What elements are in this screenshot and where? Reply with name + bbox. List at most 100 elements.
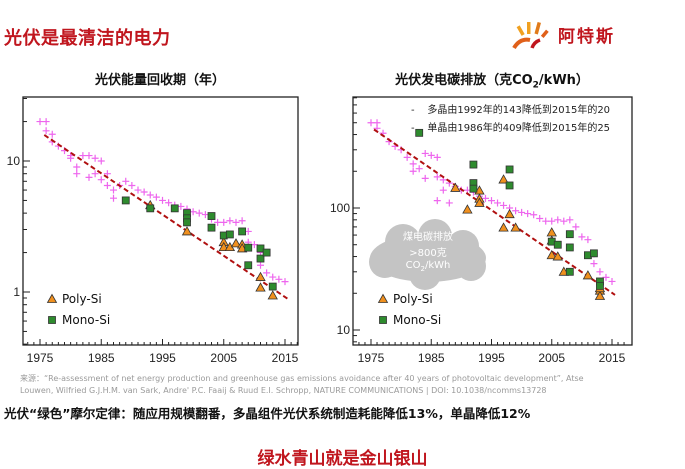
cloud-line3: CO2/kWh (363, 260, 493, 273)
source-line-2: Louwen, Wilfried G.J.H.M. van Sark, Andr… (20, 386, 547, 395)
poly-si-point (474, 197, 485, 207)
cross-point (500, 201, 508, 209)
mono-si-point (121, 196, 130, 205)
mono-si-point (244, 261, 253, 270)
cross-point (554, 216, 562, 224)
cloud-unit: /kWh (424, 260, 451, 271)
y-tick-label: 10 (7, 154, 21, 168)
cross-point (602, 273, 610, 281)
cross-point (103, 170, 111, 178)
poly-si-point (504, 208, 515, 219)
cross-point (42, 118, 50, 126)
poly-si-point (498, 222, 509, 232)
cross-point (445, 199, 453, 207)
mono-si-point (244, 243, 253, 252)
cross-point (433, 153, 441, 161)
cross-point (530, 211, 538, 219)
cross-point (91, 154, 99, 162)
source-line-1: 来源：“Re-assessment of net energy producti… (20, 374, 584, 383)
cross-point (572, 223, 580, 231)
cross-point (42, 127, 50, 135)
cross-point (48, 130, 56, 138)
cross-point (73, 163, 81, 171)
poly-si-point (552, 251, 563, 261)
cross-point (403, 153, 411, 161)
x-tick-label: 1975 (358, 351, 385, 365)
mono-si-point (565, 243, 574, 252)
cloud-sub: 2 (420, 265, 425, 273)
company-logo: 阿特斯 (510, 18, 640, 52)
cross-point (281, 278, 289, 286)
poly-si-point (510, 222, 521, 232)
trend-line (43, 134, 289, 300)
x-tick-label: 2015 (272, 351, 299, 365)
poly-si-point (546, 227, 557, 237)
coal-emission-cloud: 煤电碳排放 >800克 CO2/kWh (363, 218, 493, 292)
cross-point (433, 173, 441, 181)
mono-si-point (256, 244, 265, 253)
cross-point (560, 217, 568, 225)
cross-point (103, 182, 111, 190)
poly-si-point (218, 241, 229, 252)
cross-point (134, 186, 142, 194)
chart-0: 1975 1985 1995 2005 2015 10 1 (7, 96, 299, 365)
mono-si-point (170, 204, 179, 213)
cloud-co: CO (405, 260, 421, 271)
mono-si-point (183, 218, 191, 227)
mono-si-point (207, 223, 216, 232)
mono-si-point (565, 267, 574, 276)
trend-line (373, 128, 616, 296)
x-tick-label: 2005 (538, 351, 565, 365)
cross-point (110, 194, 117, 202)
plot-frame (352, 96, 633, 346)
x-tick-label: 1995 (478, 351, 505, 365)
cross-point (257, 261, 264, 269)
cloud-line2: >800克 (409, 248, 447, 259)
cross-point (214, 218, 222, 226)
chart-title-payback: 光伏能量回收期（年） (94, 73, 225, 88)
cross-point (97, 176, 105, 184)
cross-point (409, 167, 417, 175)
cross-point (415, 165, 423, 173)
poly-si-point (255, 282, 266, 292)
cross-point (524, 210, 532, 218)
cross-point (596, 268, 604, 276)
cross-point (91, 170, 99, 178)
cross-point (122, 177, 130, 185)
cross-point (578, 233, 586, 241)
mono-si-point (469, 184, 478, 193)
poly-si-point (498, 174, 509, 184)
mono-si-point (415, 128, 424, 137)
y-tick-label: 1 (13, 285, 20, 299)
cross-point (36, 118, 44, 126)
cross-point (542, 217, 550, 225)
y-tick-label: 100 (330, 201, 350, 215)
cross-point (85, 173, 93, 181)
poly-si-point (462, 204, 473, 214)
title-sub: 2 (532, 80, 539, 91)
x-tick-label: 1995 (149, 351, 176, 365)
mono-si-point (596, 281, 604, 290)
x-tick-label: 1985 (418, 351, 445, 365)
cross-point (481, 194, 489, 202)
legend-square-icon (379, 316, 387, 324)
cross-point (232, 218, 240, 226)
cross-point (269, 273, 277, 281)
mono-si-point (256, 254, 265, 263)
poly-si-point (255, 271, 266, 281)
cross-point (67, 154, 75, 162)
cross-point (159, 196, 166, 204)
cross-point (367, 119, 375, 127)
cross-point (433, 197, 441, 205)
chart-1: 1975 1985 1995 2005 2015 100 10 (330, 96, 633, 365)
sun-logo-icon (512, 21, 549, 50)
cross-point (518, 208, 526, 216)
annotation-mono: - 单晶由1986年的409降低到2015年的25 (411, 123, 611, 134)
mono-si-point (565, 230, 574, 239)
poly-si-point (594, 290, 606, 300)
annotation-mono-text: 单晶由1986年的409降低到2015年的25 (427, 123, 611, 134)
poly-si-point (450, 182, 461, 192)
cross-point (409, 160, 417, 168)
cross-point (488, 197, 495, 205)
